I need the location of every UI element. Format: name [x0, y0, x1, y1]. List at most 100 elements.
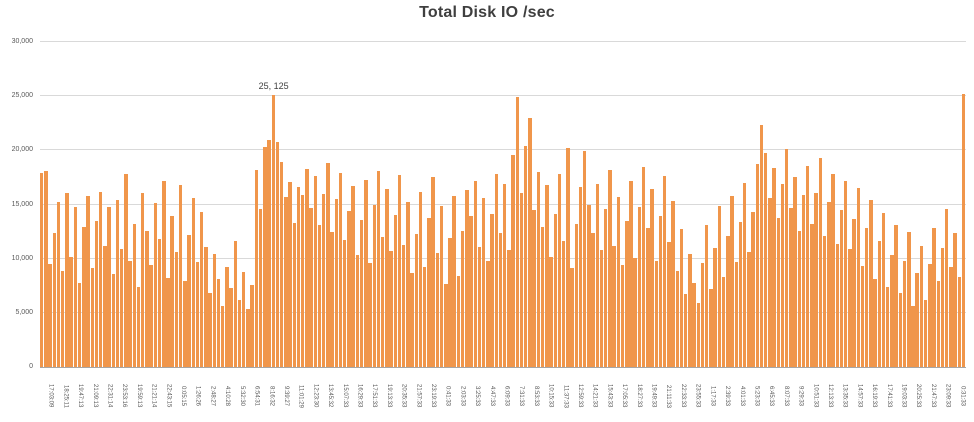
- data-bar: [338, 173, 343, 367]
- x-axis-tick-label: 14:21:33: [591, 384, 598, 408]
- data-bar: [254, 169, 259, 367]
- data-bar: [713, 247, 717, 367]
- x-axis-tick-label: 2:39:33: [724, 385, 731, 407]
- data-bar: [77, 282, 82, 367]
- x-axis-tick-label: 8:53:33: [532, 385, 539, 407]
- data-bar: [435, 253, 440, 367]
- x-axis-tick-label: 19:03:33: [900, 384, 907, 408]
- data-bar: [932, 228, 936, 367]
- data-bar: [94, 220, 99, 367]
- data-bar: [667, 242, 671, 367]
- data-bar: [620, 265, 625, 367]
- data-bar: [658, 216, 663, 367]
- data-bar: [174, 252, 179, 367]
- data-bar: [776, 217, 781, 367]
- data-bar: [40, 173, 44, 367]
- data-bar: [511, 154, 515, 367]
- chart-title: Total Disk IO /sec: [419, 4, 555, 21]
- x-axis-tick-label: 4:10:28: [224, 385, 231, 407]
- data-bar: [166, 278, 170, 367]
- data-bar: [309, 207, 313, 367]
- data-bar: [359, 219, 364, 367]
- data-bar: [574, 224, 578, 367]
- data-bar: [141, 192, 145, 367]
- x-axis-tick-label: 21:47:33: [929, 384, 936, 408]
- data-bar: [873, 279, 877, 367]
- data-bar: [688, 254, 692, 367]
- data-bar: [734, 261, 738, 367]
- x-axis-tick-label: 19:13:33: [385, 384, 392, 408]
- x-axis-tick-label: 20:35:33: [400, 384, 407, 408]
- data-bar: [216, 279, 221, 367]
- data-bar: [242, 271, 246, 367]
- data-bar: [317, 225, 322, 367]
- x-axis-tick-label: 10:15:33: [547, 384, 554, 408]
- x-axis-tick-label: 11:37:33: [562, 384, 569, 408]
- x-axis-tick-label: 4:47:33: [488, 385, 495, 407]
- x-axis-tick-label: 15:07:33: [341, 384, 348, 408]
- data-bar: [785, 149, 789, 367]
- data-bar: [368, 263, 372, 367]
- data-bar: [69, 256, 73, 367]
- x-axis-tick-label: 23:55:33: [694, 384, 701, 408]
- data-bar: [322, 193, 326, 367]
- data-bar: [410, 272, 414, 367]
- x-axis: 17:03:09 18:25:11 19:47:13 21:09:13 22:31:14…: [40, 371, 966, 421]
- data-bar: [591, 232, 595, 367]
- data-bar: [696, 303, 701, 367]
- data-bar: [431, 177, 435, 367]
- data-bar: [852, 218, 856, 367]
- data-bar: [869, 200, 873, 367]
- x-axis-tick-label: 0:31:33: [959, 385, 966, 407]
- data-bar: [907, 231, 911, 367]
- data-bar: [848, 248, 852, 367]
- data-bar: [625, 220, 629, 367]
- data-bar: [949, 267, 953, 367]
- data-bar: [86, 195, 90, 367]
- data-bar: [418, 191, 423, 367]
- data-bar: [822, 235, 827, 367]
- x-axis-tick-label: 8:07:33: [782, 385, 789, 407]
- x-axis-tick-label: 1:17:33: [709, 385, 716, 407]
- data-bar: [233, 241, 238, 367]
- data-bar: [439, 205, 444, 367]
- peak-annotation: 25, 125: [258, 80, 289, 91]
- data-bar: [814, 192, 818, 367]
- data-bar: [225, 267, 229, 367]
- x-axis-tick-label: 16:19:33: [871, 384, 878, 408]
- data-bar: [103, 245, 107, 367]
- data-bar: [524, 146, 528, 367]
- x-axis-tick-label: 16:29:33: [356, 384, 363, 408]
- data-bar: [637, 206, 642, 367]
- data-bar: [604, 208, 608, 367]
- data-bar: [793, 177, 797, 367]
- data-bar: [747, 252, 751, 367]
- data-bar: [860, 266, 865, 367]
- data-bar: [818, 157, 823, 367]
- plot-area: 25, 125: [40, 41, 966, 368]
- data-bar: [414, 233, 419, 367]
- data-bar: [153, 203, 158, 367]
- x-axis-tick-label: 0:05:15: [180, 385, 187, 407]
- x-axis-tick-label: 12:23:30: [312, 384, 319, 408]
- data-bar: [763, 152, 768, 367]
- data-bar: [427, 217, 431, 367]
- data-bar: [856, 188, 860, 367]
- data-bar: [902, 260, 907, 367]
- data-bar: [646, 228, 650, 367]
- x-axis-tick-label: 6:45:33: [768, 385, 775, 407]
- data-bar: [490, 214, 494, 367]
- data-bar: [608, 169, 612, 367]
- data-bar: [494, 174, 499, 367]
- x-axis-tick-label: 23:19:33: [429, 384, 436, 408]
- data-bar: [881, 213, 886, 367]
- data-bar: [633, 257, 637, 367]
- data-bar: [789, 207, 793, 367]
- x-axis-tick-label: 21:09:13: [91, 384, 98, 408]
- data-bar: [178, 185, 183, 367]
- y-axis-tick-label: 15,000: [11, 200, 33, 208]
- data-bar: [835, 243, 839, 367]
- data-bar: [90, 268, 94, 367]
- data-bar: [267, 139, 271, 367]
- data-bar: [136, 286, 141, 367]
